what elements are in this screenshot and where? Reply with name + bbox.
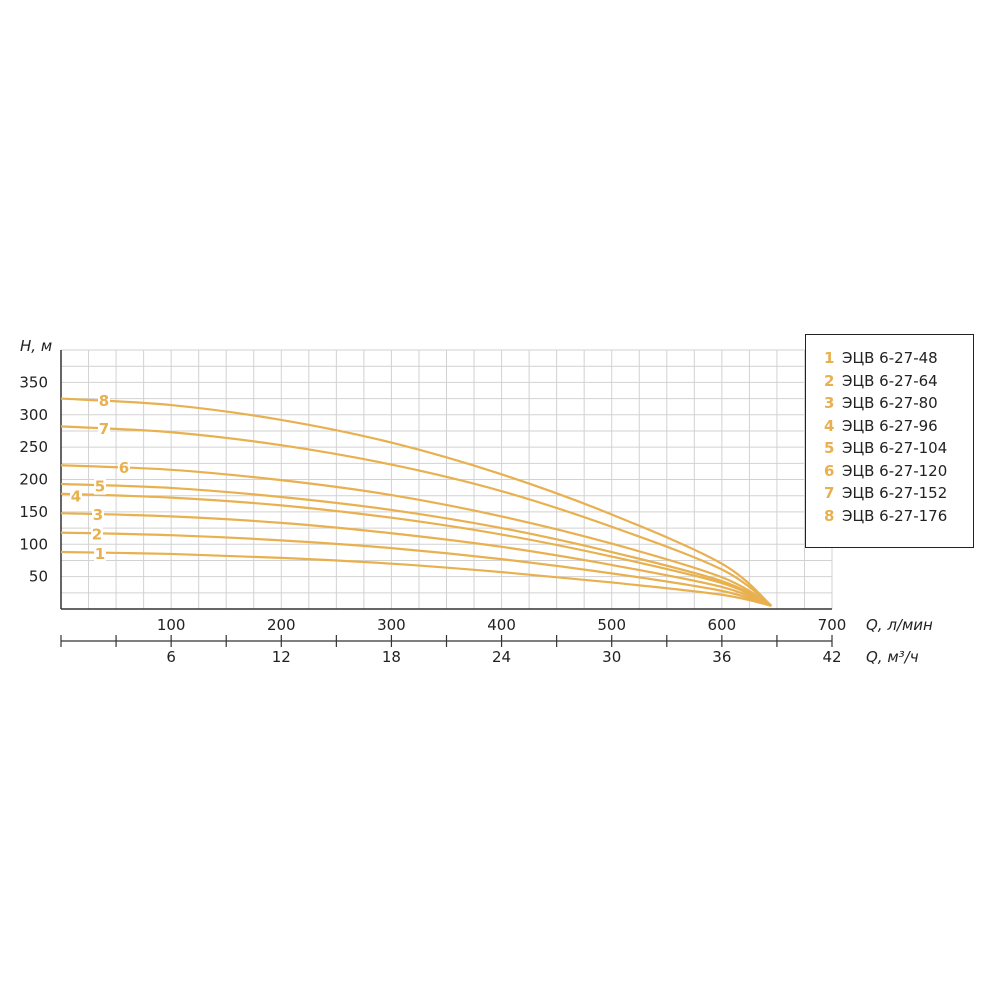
legend-item-number: 2 — [824, 371, 835, 390]
y-tick-label: 350 — [19, 373, 48, 391]
legend-item: 2 ЭЦВ 6-27-64 — [824, 372, 973, 395]
curve-label-4: 4 — [71, 487, 81, 505]
x-axis-title: Q, л/мин — [866, 616, 933, 634]
curve-label-bg — [118, 459, 130, 476]
x-tick-label: 200 — [267, 616, 296, 634]
curve-label-3: 3 — [93, 506, 103, 524]
legend-item-label: ЭЦВ 6-27-80 — [842, 394, 938, 412]
curve-label-bg — [70, 488, 82, 505]
curve-8 — [60, 397, 773, 607]
y-axis-title: Н, м — [20, 337, 52, 355]
curve-7 — [60, 425, 773, 607]
legend-item: 4 ЭЦВ 6-27-96 — [824, 417, 973, 440]
legend-item: 6 ЭЦВ 6-27-120 — [824, 462, 973, 485]
legend-item-number: 6 — [824, 461, 835, 480]
curve-label-bg — [98, 393, 110, 410]
x-tick-label: 300 — [377, 616, 406, 634]
curve-label-7: 7 — [99, 420, 109, 438]
grid — [61, 349, 833, 609]
legend-item-label: ЭЦВ 6-27-152 — [842, 484, 948, 502]
curve-label-bg — [94, 545, 106, 562]
curve-label-5: 5 — [95, 478, 105, 496]
axes — [60, 350, 833, 647]
legend: 1 ЭЦВ 6-27-48 2 ЭЦВ 6-27-64 3 ЭЦВ 6-27-80 4 ЭЦВ… — [805, 334, 974, 548]
curve-label-1: 1 — [95, 545, 105, 563]
y-tick-label: 250 — [19, 438, 48, 456]
curve-label-bg — [94, 478, 106, 495]
legend-item-number: 1 — [824, 349, 835, 367]
x-tick-label-secondary: 12 — [272, 648, 291, 666]
curve-4 — [60, 492, 772, 607]
x-tick-label-secondary: 30 — [602, 648, 621, 666]
curve-2 — [60, 531, 772, 607]
y-tick-label: 300 — [19, 406, 48, 424]
tick-labels: 50 100 150 200 250 300 350 100 200 300 400 500 600 70… — [19, 373, 846, 666]
x-tick-label: 500 — [597, 616, 626, 634]
legend-item-number: 4 — [824, 416, 835, 435]
x-tick-label-secondary: 6 — [166, 648, 176, 666]
x-tick-label-secondary: 18 — [382, 648, 401, 666]
curve-label-8: 8 — [99, 392, 109, 410]
legend-item-label: ЭЦВ 6-27-48 — [842, 349, 938, 367]
y-tick-label: 200 — [19, 471, 48, 489]
x-tick-label: 100 — [157, 616, 186, 634]
curve-6 — [60, 464, 772, 607]
legend-item-number: 7 — [824, 484, 835, 502]
y-tick-label: 100 — [19, 535, 48, 553]
x-axis-title-secondary: Q, м³/ч — [866, 648, 919, 666]
legend-item-label: ЭЦВ 6-27-64 — [842, 371, 938, 390]
curve-1 — [60, 550, 772, 607]
legend-item: 3 ЭЦВ 6-27-80 — [824, 394, 973, 417]
legend-item-label: ЭЦВ 6-27-176 — [842, 506, 948, 525]
curve-5 — [60, 482, 772, 607]
x-tick-label-secondary: 42 — [822, 648, 841, 666]
legend-item-label: ЭЦВ 6-27-120 — [842, 461, 948, 480]
x-tick-label: 600 — [708, 616, 737, 634]
legend-item-number: 3 — [824, 394, 835, 412]
curve-label-bg — [98, 420, 110, 437]
legend-item: 7 ЭЦВ 6-27-152 — [824, 484, 973, 507]
legend-item-label: ЭЦВ 6-27-96 — [842, 416, 938, 435]
x-tick-label-secondary: 36 — [712, 648, 731, 666]
legend-item-label: ЭЦВ 6-27-104 — [842, 439, 948, 457]
curve-3 — [60, 512, 772, 607]
x-tick-label: 700 — [818, 616, 847, 634]
legend-item-number: 5 — [824, 439, 835, 457]
x-tick-label: 400 — [487, 616, 516, 634]
legend-item: 8 ЭЦВ 6-27-176 — [824, 507, 973, 530]
curve-label-6: 6 — [119, 459, 129, 477]
legend-item: 5 ЭЦВ 6-27-104 — [824, 439, 973, 462]
legend-item: 1 ЭЦВ 6-27-48 — [824, 349, 973, 372]
curve-label-bg — [91, 526, 103, 543]
curve-label-2: 2 — [92, 526, 102, 544]
curve-label-bg — [92, 507, 104, 524]
legend-item-number: 8 — [824, 506, 835, 525]
x-tick-label-secondary: 24 — [492, 648, 511, 666]
y-tick-label: 50 — [29, 568, 48, 586]
y-tick-label: 150 — [19, 503, 48, 521]
